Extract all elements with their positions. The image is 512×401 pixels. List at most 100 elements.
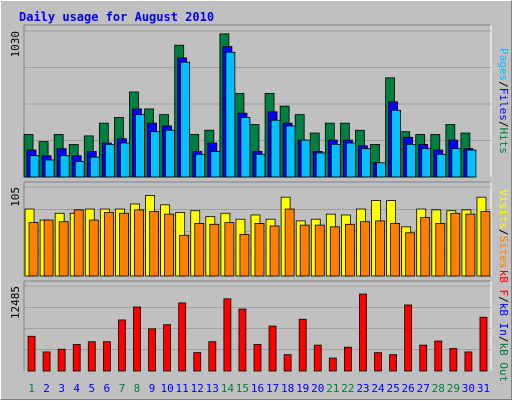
bar-pages [120,142,130,178]
bar-kb-f [57,348,66,372]
bar-pages [180,61,191,178]
x-tick-label: 11 [176,382,189,395]
bar-sites [73,209,84,277]
bar-sites [269,225,280,277]
bar-kb-f [389,354,397,372]
ymax-label-kbytes: 12485 [9,286,22,319]
x-tick-label: 8 [134,382,141,395]
bar-sites [390,223,400,277]
ymax-label-visits: 105 [9,187,22,207]
bar-pages [89,156,100,178]
bar-pages [466,149,477,178]
legend-part: Sites [497,236,510,269]
bar-pages [240,117,251,178]
legend-part: Files [497,88,510,121]
bar-sites [480,211,491,277]
bar-pages [330,143,341,178]
bar-sites [254,223,265,277]
bar-kb-f [268,325,277,372]
bar-sites [405,232,416,277]
bar-sites [344,223,355,277]
x-tick-label: 9 [149,382,156,395]
x-tick-label: 18 [281,382,294,395]
bar-pages [300,139,311,178]
x-tick-label: 13 [206,382,219,395]
x-tick-label: 12 [191,382,204,395]
bar-kb-f [42,351,51,372]
bar-pages [165,129,176,178]
bar-sites [360,221,370,277]
bar-sites [329,226,340,277]
x-tick-label: 31 [477,382,490,395]
bar-sites [375,220,385,277]
bar-kb-f [72,344,81,372]
x-tick-label: 21 [326,382,339,395]
bar-sites [194,223,205,277]
bar-kb-f [238,308,247,372]
legend-part: kB Out [497,343,510,383]
legend-part: Pages [497,48,510,81]
x-tick-label: 26 [402,382,415,395]
x-tick-label: 25 [386,382,399,395]
x-tick-label: 29 [447,382,460,395]
legend-part: kB F [497,270,510,297]
x-tick-label: 17 [266,382,279,395]
bar-pages [451,148,462,178]
bar-kb-f [479,316,488,372]
x-tick-label: 20 [311,382,324,395]
bar-pages [74,161,85,178]
bar-kb-f [283,354,292,372]
bar-pages [29,155,40,178]
bar-kb-f [163,324,172,372]
bar-sites [28,222,39,277]
bar-kb-f [313,344,322,372]
x-tick-label: 5 [88,382,95,395]
bar-kb-f [193,352,202,372]
bar-pages [225,51,236,178]
x-tick-label: 14 [221,382,235,395]
bar-pages [59,155,70,178]
bar-kb-f [343,346,352,372]
bar-pages [270,119,281,178]
bar-kb-f [374,352,382,372]
bar-kb-f [434,340,443,372]
x-tick-label: 19 [296,382,309,395]
x-tick-label: 22 [341,382,354,395]
bar-kb-f [404,304,413,372]
x-tick-label: 3 [58,382,65,395]
legend-part: / [497,296,510,303]
ymax-label-hits: 1030 [9,31,22,58]
x-tick-label: 1 [28,382,35,395]
legend-part: / [497,336,510,343]
bar-kb-f [178,302,187,372]
x-tick-label: 27 [417,382,430,395]
x-tick-label: 16 [251,382,264,395]
bar-sites [314,224,325,277]
bar-kb-f [253,344,262,372]
bar-kb-f [223,298,232,372]
bar-kb-f [419,344,428,372]
bar-pages [421,148,432,178]
bar-pages [285,125,296,178]
legend-label-hits: Pages/Files/Hits [497,48,510,154]
bar-kb-f [102,341,111,372]
bar-sites [465,213,476,277]
bar-kb-f [464,351,473,372]
bar-sites [179,234,190,277]
bar-kb-f [328,357,337,372]
bar-kb-f [298,318,307,372]
bar-pages [255,153,266,178]
bar-pages [376,162,386,178]
bar-sites [43,219,54,277]
bar-sites [284,208,295,277]
bar-pages [436,153,447,178]
x-tick-label: 7 [119,382,126,395]
bar-kb-f [87,341,96,372]
legend-part: Visits [497,189,510,229]
x-tick-label: 23 [356,382,369,395]
bar-kb-f [148,328,156,372]
legend-part: Hits [497,128,510,155]
bar-sites [164,213,175,277]
